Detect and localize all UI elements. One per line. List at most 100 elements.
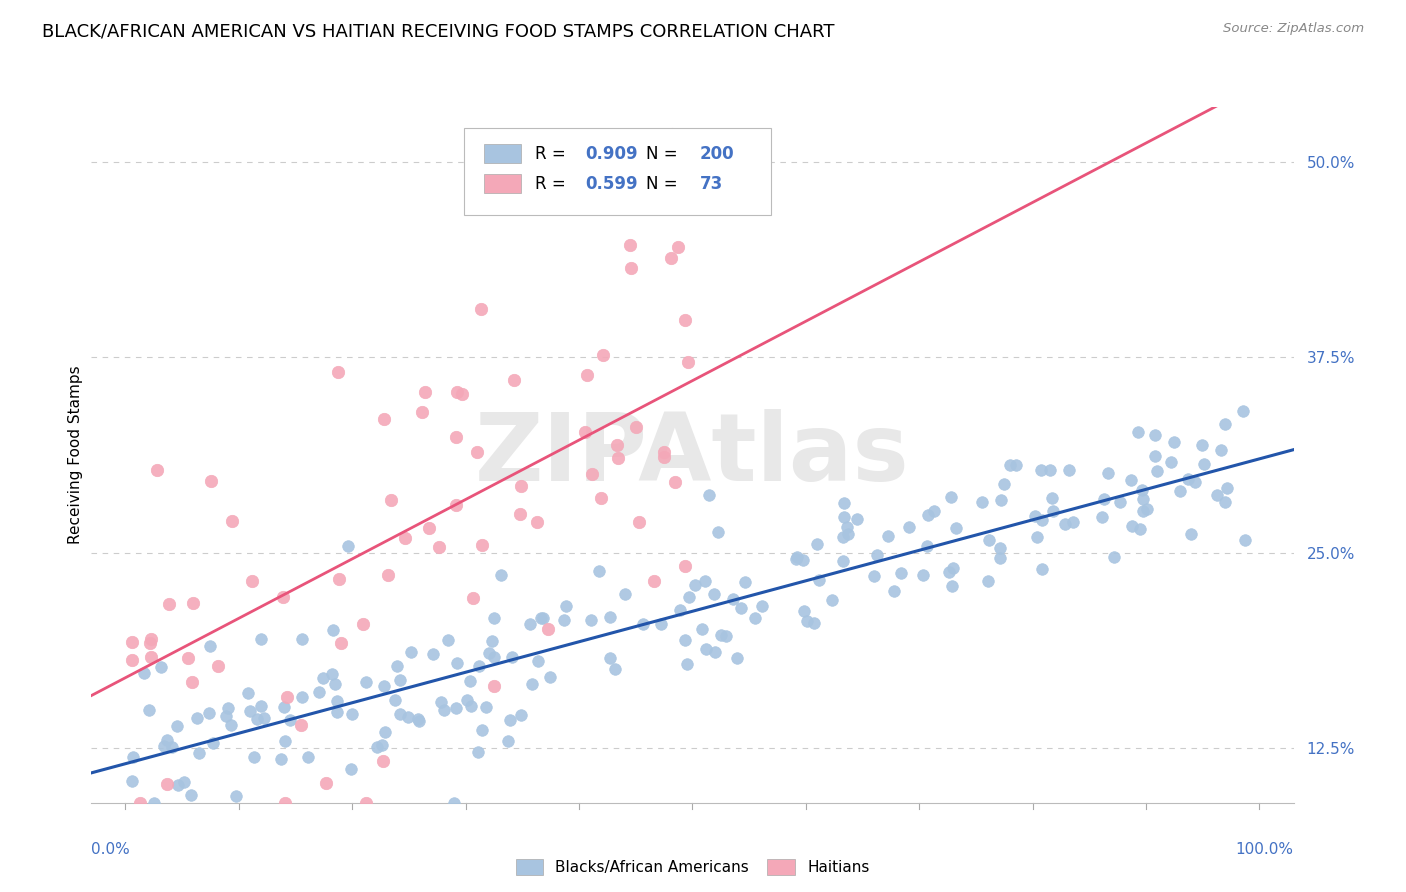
Point: [1232, 403, 1254, 417]
Point: [693, 574, 716, 588]
Point: [793, 603, 815, 617]
Point: [177, 651, 200, 665]
Point: [664, 187, 686, 202]
Point: [443, 796, 465, 810]
Point: [139, 636, 162, 650]
Point: [1062, 515, 1084, 529]
Point: [1031, 561, 1053, 575]
Point: [690, 622, 713, 636]
Point: [519, 616, 541, 631]
Point: [530, 611, 553, 625]
Point: [1031, 513, 1053, 527]
Point: [150, 660, 173, 674]
Point: [352, 616, 374, 631]
Point: [156, 777, 179, 791]
Point: [444, 701, 467, 715]
Point: [321, 667, 343, 681]
Point: [1146, 464, 1168, 478]
Point: [613, 587, 636, 601]
Point: [1059, 463, 1081, 477]
Point: [339, 763, 361, 777]
Point: [437, 632, 460, 647]
Point: [322, 623, 344, 637]
Point: [721, 592, 744, 607]
Point: [201, 736, 224, 750]
Point: [911, 568, 934, 582]
Point: [988, 541, 1011, 556]
Point: [988, 551, 1011, 566]
Point: [475, 700, 498, 714]
Point: [620, 260, 643, 275]
Point: [276, 690, 298, 705]
Point: [326, 705, 349, 719]
Point: [831, 531, 853, 545]
Point: [1209, 442, 1232, 457]
Point: [1121, 474, 1143, 488]
Point: [291, 690, 314, 704]
Point: [1097, 466, 1119, 480]
Point: [377, 568, 399, 582]
Point: [588, 564, 610, 578]
Point: [408, 714, 430, 728]
Point: [1129, 523, 1152, 537]
Point: [186, 711, 208, 725]
Point: [631, 141, 654, 155]
Text: N =: N =: [645, 175, 682, 193]
Point: [917, 508, 939, 523]
Point: [619, 238, 641, 252]
Text: 0.909: 0.909: [585, 145, 638, 162]
Point: [207, 659, 229, 673]
Point: [411, 405, 433, 419]
Point: [315, 775, 337, 789]
Point: [418, 521, 440, 535]
Point: [785, 552, 807, 566]
Legend: Blacks/African Americans, Haitians: Blacks/African Americans, Haitians: [516, 858, 869, 875]
Point: [413, 384, 436, 399]
Point: [998, 458, 1021, 473]
Point: [308, 685, 330, 699]
Point: [703, 587, 725, 601]
Point: [555, 599, 578, 613]
Point: [451, 387, 474, 401]
Point: [979, 533, 1001, 547]
Point: [832, 554, 855, 568]
Point: [832, 496, 855, 510]
Point: [1135, 501, 1157, 516]
Point: [221, 515, 243, 529]
Point: [225, 789, 247, 804]
Point: [1143, 428, 1166, 442]
Point: [659, 252, 682, 266]
Point: [219, 718, 242, 732]
Point: [734, 575, 756, 590]
Point: [714, 629, 737, 643]
Point: [924, 503, 946, 517]
Point: [915, 539, 938, 553]
Point: [796, 614, 818, 628]
Text: R =: R =: [534, 145, 571, 162]
Point: [471, 723, 494, 738]
Point: [1039, 463, 1062, 477]
Point: [673, 559, 696, 574]
Point: [460, 674, 482, 689]
Y-axis label: Receiving Food Stamps: Receiving Food Stamps: [67, 366, 83, 544]
Point: [863, 568, 886, 582]
Point: [673, 312, 696, 326]
Text: 0.0%: 0.0%: [91, 842, 131, 857]
Point: [537, 622, 560, 636]
Point: [1216, 481, 1239, 495]
Point: [122, 750, 145, 764]
Point: [685, 577, 707, 591]
Point: [654, 450, 676, 464]
Point: [312, 671, 335, 685]
Text: Source: ZipAtlas.com: Source: ZipAtlas.com: [1223, 22, 1364, 36]
Point: [1054, 516, 1077, 531]
Point: [509, 507, 531, 521]
Point: [478, 646, 501, 660]
Point: [146, 463, 169, 477]
Point: [354, 675, 377, 690]
Point: [945, 521, 967, 535]
Point: [271, 590, 294, 604]
Point: [1191, 438, 1213, 452]
Point: [575, 368, 598, 382]
Point: [725, 651, 748, 665]
